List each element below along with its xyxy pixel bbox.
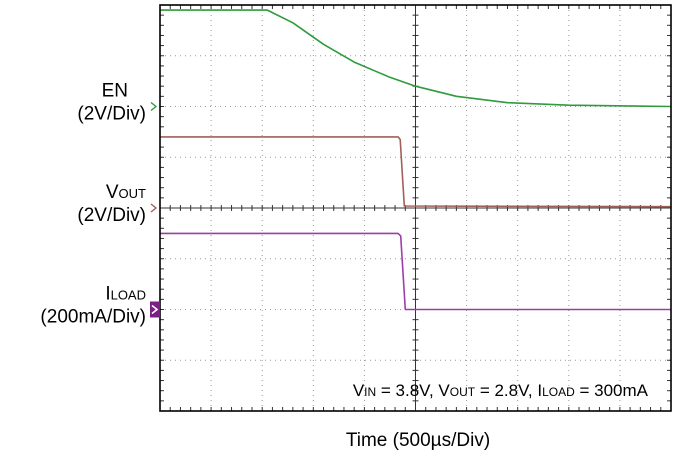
trace-en (160, 9, 672, 108)
channel-scale-iload: (200mA/Div) (40, 307, 146, 328)
channel-scale-vout: (2V/Div) (77, 205, 146, 226)
ground-markers (150, 101, 160, 318)
plot-frame (159, 4, 672, 412)
channel-name-en: EN (102, 81, 128, 102)
ground-marker-en (150, 101, 158, 112)
trace-iload (160, 232, 671, 311)
traces (160, 9, 672, 311)
ground-marker-iload (150, 301, 160, 318)
trace-vout (160, 136, 672, 208)
x-axis-label: Time (500µs/Div) (346, 430, 490, 451)
channel-labels: EN(2V/Div)VOUT(2V/Div)ILOAD(200mA/Div) (40, 81, 146, 328)
ground-marker-chevron (151, 304, 159, 315)
test-conditions-annotation: VIN = 3.8V, VOUT = 2.8V, ILOAD = 300mA (353, 381, 649, 400)
channel-scale-en: (2V/Div) (77, 104, 146, 125)
channel-name-vout: VOUT (106, 182, 146, 203)
ground-marker-vout (150, 203, 158, 213)
channel-name-iload: ILOAD (105, 284, 146, 305)
